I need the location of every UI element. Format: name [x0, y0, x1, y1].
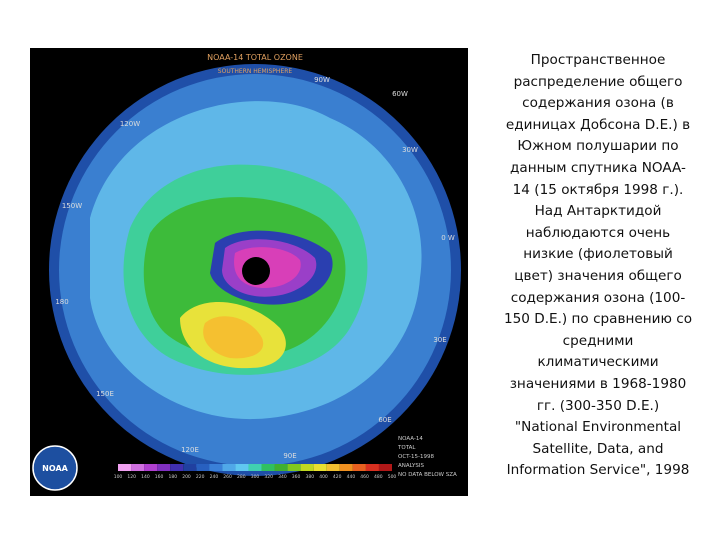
caption-line: средними [562, 332, 634, 349]
colorbar-swatch [326, 464, 340, 471]
colorbar-label: 440 [347, 474, 356, 480]
colorbar: 100 120 140 160 180 200 220 240 260 280 300 320 340 3… [114, 464, 397, 480]
colorbar-swatch [300, 464, 314, 471]
colorbar-label: 160 [155, 474, 164, 480]
map-title: NOAA-14 TOTAL OZONE [207, 53, 303, 62]
colorbar-swatch [118, 464, 132, 471]
longitude-label: 30E [433, 336, 446, 344]
info-line: ANALYSIS [398, 463, 424, 469]
colorbar-swatch [313, 464, 327, 471]
caption-line: единицах Добсона D.E.) в [505, 116, 691, 133]
caption-line: цвет) значения общего [514, 267, 682, 284]
longitude-label: 60W [392, 90, 408, 98]
colorbar-label: 260 [223, 474, 232, 480]
colorbar-swatch [131, 464, 145, 471]
colorbar-label: 340 [278, 474, 287, 480]
logo-text: NOAA [42, 464, 68, 473]
orange-zone [203, 316, 264, 359]
info-line: TOTAL [397, 445, 416, 451]
map-subtitle: SOUTHERN HEMISPHERE [218, 68, 293, 75]
longitude-label: 90W [314, 76, 330, 84]
colorbar-label: 300 [251, 474, 260, 480]
caption: Пространственное распределение общего соде… [492, 50, 704, 482]
colorbar-swatch [378, 464, 392, 471]
noaa-logo [32, 445, 78, 491]
longitude-label: 180 [55, 298, 68, 306]
longitude-label: 150E [96, 390, 114, 398]
caption-line: распределение общего [513, 73, 683, 90]
pole-no-data [242, 257, 270, 285]
longitude-label: 120E [181, 446, 199, 454]
caption-line: содержания озона (100- [510, 289, 686, 306]
caption-line: Южном полушарии по [517, 138, 679, 155]
caption-line: 150 D.E.) по сравнению со [503, 311, 693, 328]
colorbar-label: 420 [333, 474, 342, 480]
colorbar-label: 120 [127, 474, 136, 480]
info-line: NO DATA BELOW SZA [398, 472, 457, 478]
caption-line: значениями в 1968-1980 [509, 375, 687, 392]
colorbar-label: 380 [306, 474, 315, 480]
longitude-label: 60E [378, 416, 391, 424]
colorbar-label: 180 [169, 474, 178, 480]
info-line: OCT-15-1998 [398, 454, 434, 460]
longitude-label: 120W [120, 120, 140, 128]
colorbar-swatch [248, 464, 262, 471]
colorbar-swatch [209, 464, 223, 471]
caption-line: Над Антарктидой [534, 203, 662, 220]
caption-line: наблюдаются очень [525, 224, 671, 241]
colorbar-label: 480 [374, 474, 383, 480]
colorbar-swatch [339, 464, 353, 471]
colorbar-label: 220 [196, 474, 205, 480]
colorbar-swatch [235, 464, 249, 471]
longitude-label: 150W [62, 202, 82, 210]
caption-line: 14 (15 октября 1998 г.). [512, 181, 684, 198]
info-line: NOAA-14 [398, 436, 423, 442]
caption-line: "National Environmental [514, 419, 682, 436]
colorbar-label: 280 [237, 474, 246, 480]
caption-line: содержания озона (в [522, 95, 674, 112]
colorbar-label: 460 [360, 474, 369, 480]
colorbar-label: 320 [264, 474, 273, 480]
colorbar-swatch [183, 464, 197, 471]
colorbar-swatch [261, 464, 275, 471]
ozone-map: 100 120 140 160 180 200 220 240 260 280 300 320 340 3… [30, 48, 468, 496]
caption-line: Satellite, Data, and [532, 440, 664, 457]
colorbar-label: 200 [182, 474, 191, 480]
colorbar-label: 400 [319, 474, 328, 480]
colorbar-swatch [287, 464, 301, 471]
caption-line: данным спутника NOAA- [510, 159, 686, 176]
colorbar-swatch [222, 464, 236, 471]
caption-line: Information Service", 1998 [506, 462, 690, 479]
colorbar-swatch [365, 464, 379, 471]
colorbar-swatch [170, 464, 184, 471]
longitude-label: 0 W [441, 234, 455, 242]
colorbar-label: 240 [210, 474, 219, 480]
colorbar-swatch [274, 464, 288, 471]
longitude-label: 90E [283, 452, 296, 460]
colorbar-swatch [144, 464, 158, 471]
colorbar-label: 360 [292, 474, 301, 480]
colorbar-label: 100 [114, 474, 123, 480]
caption-line: Пространственное [530, 52, 666, 68]
caption-line: гг. (300-350 D.E.) [536, 397, 660, 414]
colorbar-label: 140 [141, 474, 150, 480]
caption-line: климатическими [537, 354, 659, 371]
longitude-label: 30W [402, 146, 418, 154]
colorbar-swatch [157, 464, 171, 471]
colorbar-label: 500 [388, 474, 397, 480]
colorbar-swatch [196, 464, 210, 471]
colorbar-swatch [352, 464, 366, 471]
caption-line: низкие (фиолетовый [523, 246, 673, 263]
